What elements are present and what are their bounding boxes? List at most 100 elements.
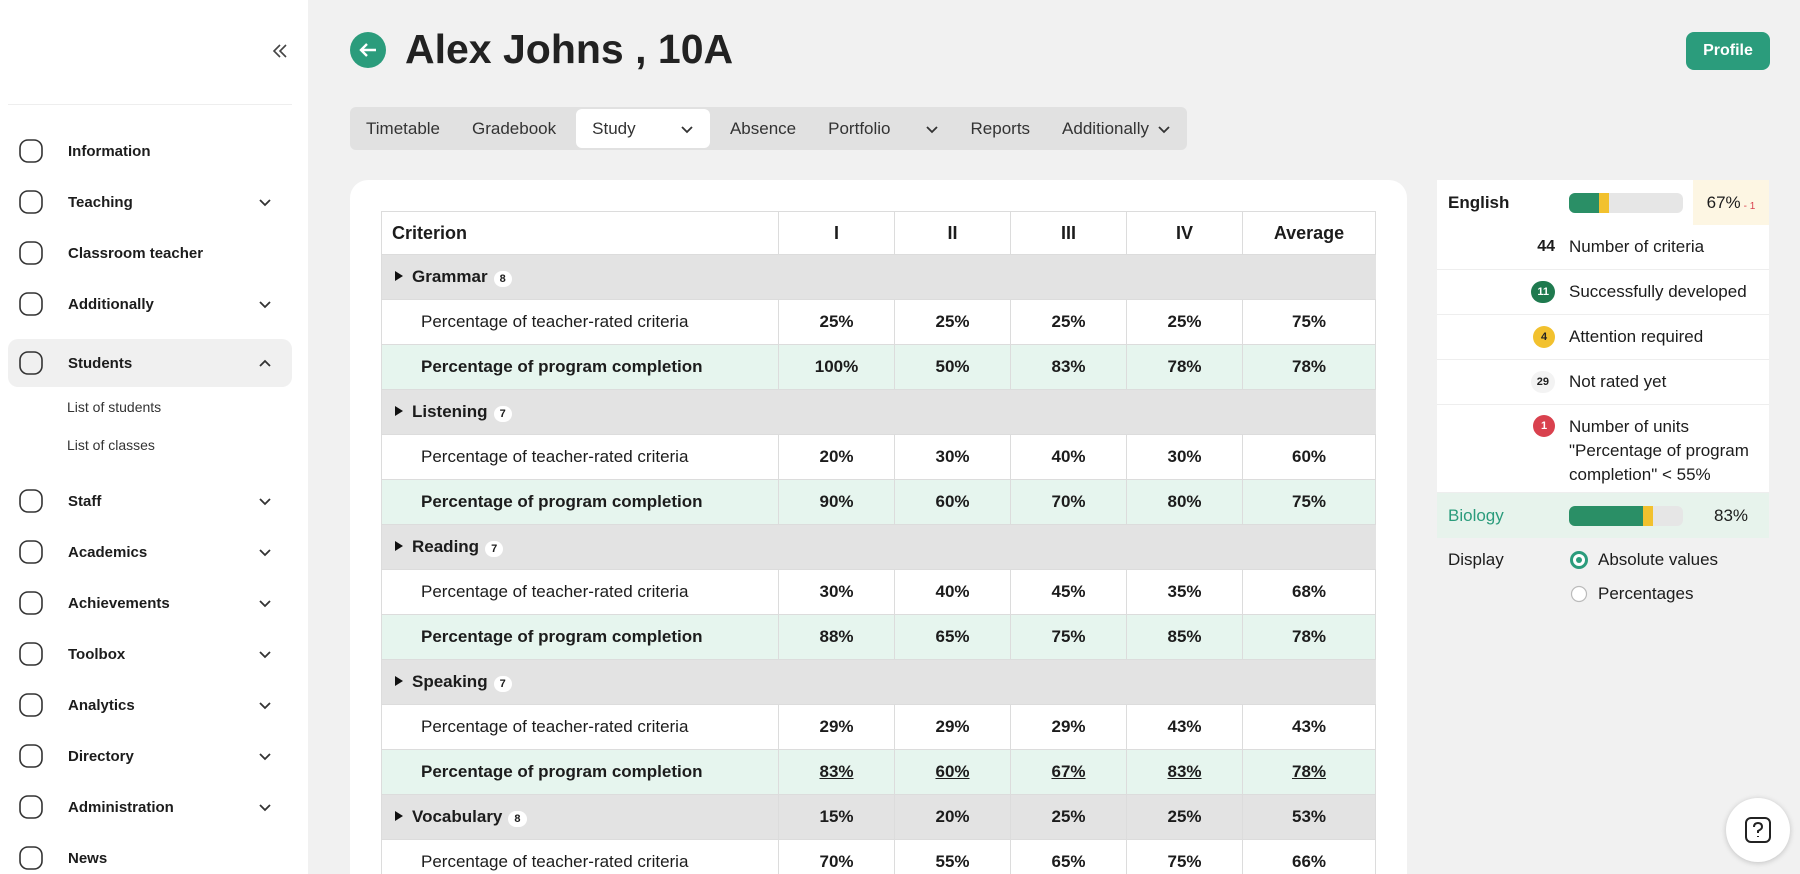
criterion-value: 85%	[1126, 614, 1243, 660]
group-value: 15%	[778, 794, 895, 840]
menu-label: Toolbox	[68, 645, 126, 663]
triangle	[395, 541, 403, 551]
menu-item[interactable]: Teaching	[8, 178, 292, 226]
chevron-icon	[681, 125, 693, 133]
group-value: 25%	[1126, 794, 1243, 840]
tab[interactable]: Gradebook	[456, 107, 572, 150]
group-row[interactable]: Grammar 8	[381, 254, 1376, 300]
criterion-row: Percentage of teacher-rated criteria 30% 4…	[381, 569, 1376, 615]
expand-icon	[395, 676, 403, 686]
criterion-label: Percentage of teacher-rated criteria	[381, 704, 779, 750]
submenu-item[interactable]: List of students	[67, 399, 162, 415]
progress-bar	[1569, 192, 1683, 213]
profile-button[interactable]: Profile	[1686, 32, 1770, 70]
menu-item[interactable]: Administration	[8, 783, 292, 831]
triangle	[395, 676, 403, 686]
criterion-value: 78%	[1242, 614, 1376, 660]
criterion-value[interactable]: 60%	[894, 749, 1011, 795]
tab[interactable]: Absence	[714, 107, 812, 150]
menu-item[interactable]: Additionally	[8, 280, 292, 328]
menu-item[interactable]: Analytics	[8, 681, 292, 729]
menu-label: Directory	[68, 747, 134, 765]
subject-row[interactable]: Biology 83%	[1437, 493, 1769, 538]
menu-item[interactable]: News	[8, 834, 292, 874]
subject-row[interactable]: English 67% - 1	[1437, 180, 1769, 225]
criterion-row: Percentage of teacher-rated criteria 29% 2…	[381, 704, 1376, 750]
progress-segment	[1569, 192, 1599, 213]
icon-shape	[19, 190, 43, 214]
display-label: Display	[1448, 550, 1504, 569]
tab[interactable]: Reports	[955, 107, 1047, 150]
stat-count: 11	[1531, 281, 1555, 303]
criterion-value: 65%	[1010, 839, 1127, 874]
menu-item[interactable]: Staff	[8, 477, 292, 525]
back-button[interactable]	[350, 32, 386, 68]
chevron-shape	[1158, 125, 1170, 133]
stat-row: 11 Successfully developed	[1437, 270, 1769, 315]
radio-option[interactable]: Absolute values	[1570, 550, 1718, 570]
criterion-value[interactable]: 78%	[1242, 749, 1376, 795]
group-row[interactable]: Vocabulary 8 15% 20% 25% 25% 53%	[381, 794, 1376, 840]
help-button[interactable]	[1726, 798, 1790, 862]
chevron-shape	[259, 498, 271, 506]
subject-name: Biology	[1448, 505, 1504, 525]
main: Alex Johns , 10A Profile Timetable Gradeboo…	[308, 0, 1800, 874]
menu-icon	[19, 241, 43, 265]
criterion-value: 83%	[1010, 344, 1127, 390]
header-row: Criterion I II III IV Average	[381, 211, 1376, 255]
submenu-item[interactable]: List of classes	[67, 437, 155, 453]
stat-row: 44 Number of criteria	[1437, 225, 1769, 270]
chevron-icon	[259, 753, 271, 761]
group-cell: Vocabulary 8	[381, 794, 779, 840]
menu-item[interactable]: Information	[8, 127, 292, 175]
icon-shape	[19, 642, 43, 666]
group-name: Listening	[412, 402, 488, 421]
criterion-value: 70%	[1010, 479, 1127, 525]
criterion-value[interactable]: 67%	[1010, 749, 1127, 795]
stat-count: 1	[1533, 415, 1555, 437]
chevron-shape	[259, 600, 271, 608]
menu-item[interactable]: Students	[8, 339, 292, 387]
menu-item[interactable]: Achievements	[8, 579, 292, 627]
criterion-value: 25%	[894, 299, 1011, 345]
criterion-value[interactable]: 83%	[778, 749, 895, 795]
group-row[interactable]: Listening 7	[381, 389, 1376, 435]
chevron-icon	[259, 199, 271, 207]
criterion-value[interactable]: 83%	[1126, 749, 1243, 795]
triangle	[395, 406, 403, 416]
group-row[interactable]: Reading 7	[381, 524, 1376, 570]
group-row[interactable]: Speaking 7	[381, 659, 1376, 705]
menu-item[interactable]: Directory	[8, 732, 292, 780]
criterion-value: 70%	[778, 839, 895, 874]
stat-label: Number of criteria	[1569, 237, 1705, 256]
tab[interactable]: Portfolio	[812, 107, 954, 150]
menu-item[interactable]: Toolbox	[8, 630, 292, 678]
tab-label: Additionally	[1062, 118, 1149, 138]
criterion-value: 25%	[778, 299, 895, 345]
chevron-icon	[259, 651, 271, 659]
group-cell: Listening 7	[381, 389, 1376, 435]
menu-item[interactable]: Classroom teacher	[8, 229, 292, 277]
criterion-value: 75%	[1010, 614, 1127, 660]
icon-shape	[19, 292, 43, 316]
tab[interactable]: Timetable	[350, 107, 456, 150]
tab[interactable]: Additionally	[1046, 107, 1187, 150]
chevron-shape	[259, 359, 271, 367]
icon-shape	[19, 351, 43, 375]
menu-item[interactable]: Academics	[8, 528, 292, 576]
menu-label: News	[68, 849, 108, 867]
tab[interactable]: Study	[576, 109, 710, 148]
criterion-value: 100%	[778, 344, 895, 390]
criterion-value: 29%	[1010, 704, 1127, 750]
group-cell: Reading 7	[381, 524, 1376, 570]
criterion-value: 30%	[1126, 434, 1243, 480]
criterion-label: Percentage of program completion	[381, 749, 779, 795]
progress-segment	[1643, 505, 1653, 526]
tab-label: Timetable	[366, 118, 441, 138]
radio-option[interactable]: Percentages	[1570, 584, 1693, 604]
criterion-row: Percentage of program completion 83% 60% 67…	[381, 749, 1376, 795]
collapse-button[interactable]	[272, 43, 288, 59]
group-count: 8	[508, 811, 527, 827]
criterion-row: Percentage of teacher-rated criteria 20% 3…	[381, 434, 1376, 480]
